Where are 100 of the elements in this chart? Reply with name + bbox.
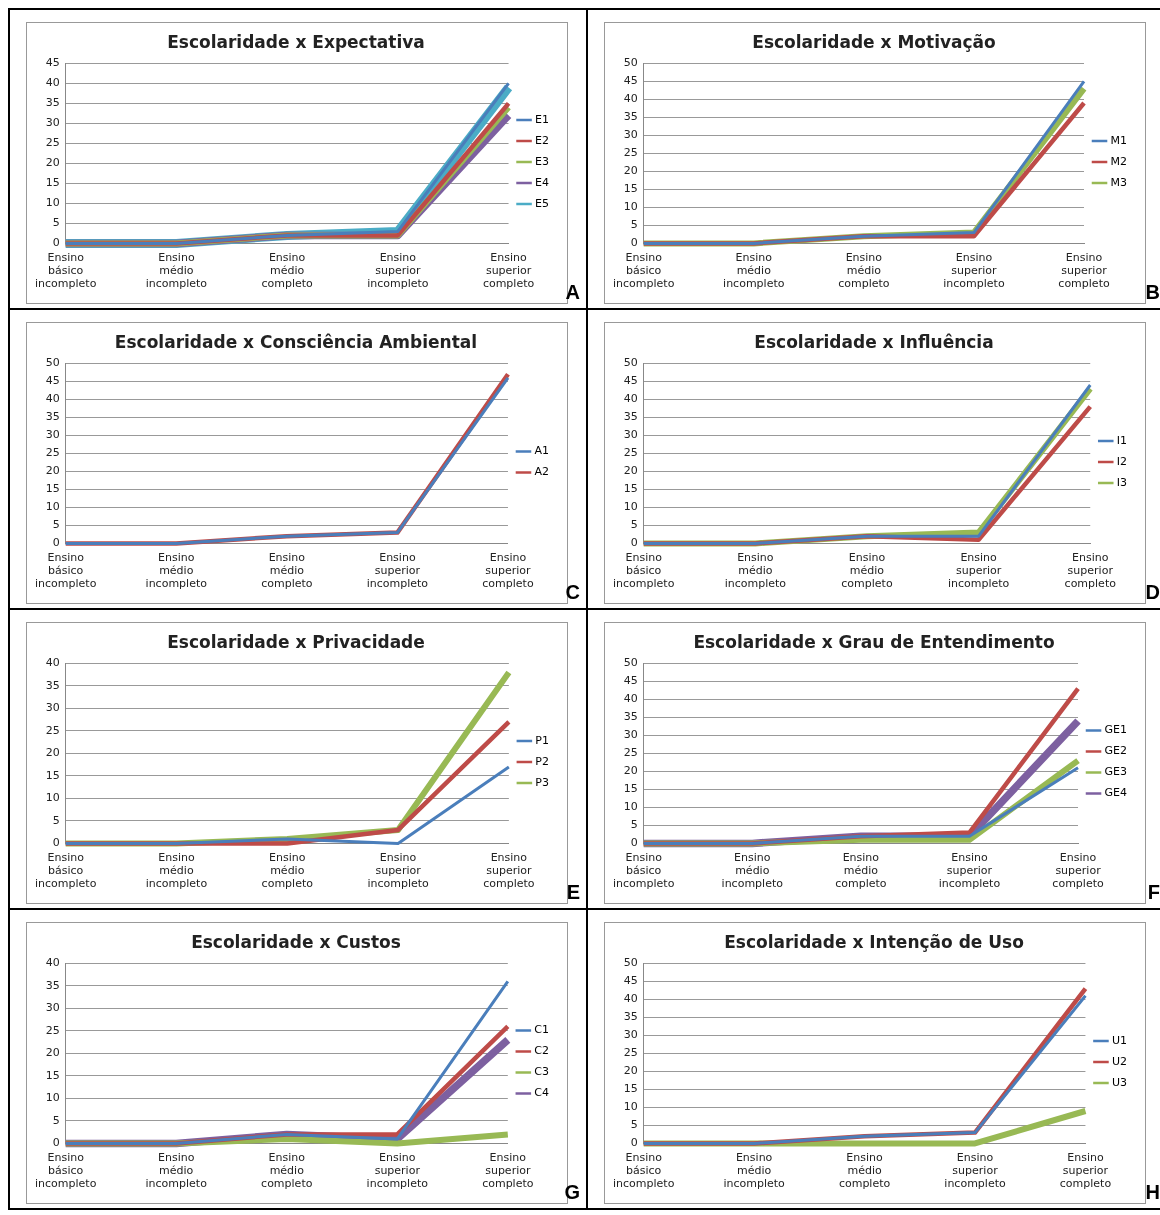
y-tick-label: 50 bbox=[623, 956, 638, 970]
y-tick-label: 5 bbox=[630, 1118, 638, 1132]
y-tick-label: 50 bbox=[45, 356, 60, 370]
y-tick-label: 0 bbox=[52, 236, 60, 250]
x-tick-label: Ensino médio incompleto bbox=[723, 1150, 786, 1191]
y-tick-label: 15 bbox=[623, 482, 638, 496]
y-tick-label: 20 bbox=[623, 764, 638, 778]
y-tick-label: 20 bbox=[45, 464, 60, 478]
x-tick-label: Ensino médio incompleto bbox=[723, 250, 785, 291]
legend-label: GE1 bbox=[1104, 723, 1128, 737]
chart-title: Escolaridade x Privacidade bbox=[167, 631, 425, 652]
y-tick-label: 10 bbox=[45, 791, 60, 805]
legend-label: E4 bbox=[535, 175, 549, 189]
chart-title: Escolaridade x Custos bbox=[191, 931, 401, 952]
chart-title: Escolaridade x Expectativa bbox=[167, 31, 425, 52]
y-tick-label: 25 bbox=[623, 446, 638, 460]
y-tick-label: 30 bbox=[623, 128, 638, 142]
y-tick-label: 5 bbox=[630, 818, 638, 832]
y-tick-label: 45 bbox=[45, 374, 60, 388]
y-tick-label: 15 bbox=[45, 482, 60, 496]
legend-label: I1 bbox=[1116, 433, 1128, 447]
y-tick-label: 0 bbox=[630, 836, 638, 850]
x-tick-label: Ensino básico incompleto bbox=[35, 550, 97, 591]
x-tick-label: Ensino médio incompleto bbox=[721, 850, 784, 891]
y-tick-label: 45 bbox=[45, 56, 60, 70]
x-tick-label: Ensino superior incompleto bbox=[366, 550, 429, 591]
y-tick-label: 20 bbox=[45, 156, 60, 170]
y-tick-label: 40 bbox=[623, 692, 638, 706]
legend-label: U2 bbox=[1111, 1054, 1128, 1068]
y-tick-label: 5 bbox=[52, 518, 60, 532]
y-tick-label: 40 bbox=[45, 76, 60, 90]
x-tick-label: Ensino médio completo bbox=[261, 550, 313, 591]
legend-label: U1 bbox=[1111, 1033, 1128, 1047]
y-tick-label: 45 bbox=[623, 674, 638, 688]
legend-label: GE3 bbox=[1104, 765, 1128, 779]
x-tick-label: Ensino médio completo bbox=[835, 850, 887, 891]
legend-label: C3 bbox=[534, 1065, 550, 1079]
y-tick-label: 40 bbox=[623, 392, 638, 406]
y-tick-label: 0 bbox=[630, 236, 638, 250]
y-tick-label: 0 bbox=[630, 1136, 638, 1150]
y-tick-label: 35 bbox=[45, 410, 60, 424]
y-tick-label: 40 bbox=[623, 92, 638, 106]
text: C bbox=[565, 581, 580, 604]
y-tick-label: 25 bbox=[45, 446, 60, 460]
y-tick-label: 15 bbox=[623, 782, 638, 796]
y-tick-label: 25 bbox=[45, 1023, 60, 1037]
x-tick-label: Ensino superior completo bbox=[483, 850, 535, 891]
y-tick-label: 5 bbox=[52, 216, 60, 230]
x-tick-label: Ensino básico incompleto bbox=[35, 250, 97, 291]
legend-label: E2 bbox=[535, 133, 549, 147]
legend-label: M3 bbox=[1110, 175, 1128, 189]
y-tick-label: 5 bbox=[630, 218, 638, 232]
y-tick-label: 35 bbox=[623, 710, 638, 724]
x-tick-label: Ensino superior completo bbox=[1058, 250, 1110, 291]
y-tick-label: 5 bbox=[52, 1113, 60, 1127]
y-tick-label: 15 bbox=[623, 1082, 638, 1096]
legend-label: P3 bbox=[535, 775, 550, 789]
legend-label: A2 bbox=[534, 465, 550, 479]
legend-label: M1 bbox=[1110, 133, 1128, 147]
x-tick-label: Ensino superior incompleto bbox=[943, 250, 1005, 291]
x-tick-label: Ensino médio completo bbox=[838, 250, 890, 291]
y-tick-label: 20 bbox=[623, 464, 638, 478]
legend-label: E5 bbox=[535, 196, 549, 210]
x-tick-label: Ensino superior incompleto bbox=[367, 850, 430, 891]
x-tick-label: Ensino superior completo bbox=[1052, 850, 1104, 891]
text: H bbox=[1145, 1181, 1160, 1204]
y-tick-label: 20 bbox=[623, 164, 638, 178]
x-tick-label: Ensino médio completo bbox=[261, 850, 314, 891]
text: D bbox=[1145, 581, 1160, 604]
x-tick-label: Ensino superior completo bbox=[482, 1150, 534, 1191]
y-tick-label: 30 bbox=[45, 428, 60, 442]
y-tick-label: 40 bbox=[623, 992, 638, 1006]
legend-label: P1 bbox=[535, 733, 550, 747]
y-tick-label: 45 bbox=[623, 74, 638, 88]
x-tick-label: Ensino médio incompleto bbox=[145, 550, 208, 591]
y-tick-label: 15 bbox=[45, 1068, 60, 1082]
y-tick-label: 35 bbox=[45, 678, 60, 692]
chart-title: Escolaridade x Intenção de Uso bbox=[724, 931, 1024, 952]
x-tick-label: Ensino básico incompleto bbox=[613, 850, 675, 891]
y-tick-label: 45 bbox=[623, 374, 638, 388]
y-tick-label: 25 bbox=[45, 136, 60, 150]
x-tick-label: Ensino básico incompleto bbox=[613, 550, 675, 591]
x-tick-label: Ensino superior completo bbox=[1064, 550, 1117, 591]
text: B bbox=[1145, 281, 1160, 304]
y-tick-label: 0 bbox=[52, 836, 60, 850]
y-tick-label: 30 bbox=[623, 728, 638, 742]
x-tick-label: Ensino superior incompleto bbox=[366, 1150, 429, 1191]
y-tick-label: 20 bbox=[45, 746, 60, 760]
x-tick-label: Ensino superior incompleto bbox=[938, 850, 1001, 891]
legend-label: C2 bbox=[534, 1044, 550, 1058]
y-tick-label: 0 bbox=[630, 536, 638, 550]
chart-title: Escolaridade x Consciência Ambiental bbox=[114, 331, 478, 352]
legend-label: I2 bbox=[1116, 454, 1128, 468]
legend-label: U3 bbox=[1111, 1075, 1128, 1089]
y-tick-label: 25 bbox=[623, 746, 638, 760]
legend-label: GE4 bbox=[1104, 786, 1128, 800]
x-tick-label: Ensino médio completo bbox=[838, 1150, 891, 1191]
y-tick-label: 10 bbox=[623, 800, 638, 814]
y-tick-label: 30 bbox=[45, 1001, 60, 1015]
legend-label: M2 bbox=[1110, 154, 1128, 168]
